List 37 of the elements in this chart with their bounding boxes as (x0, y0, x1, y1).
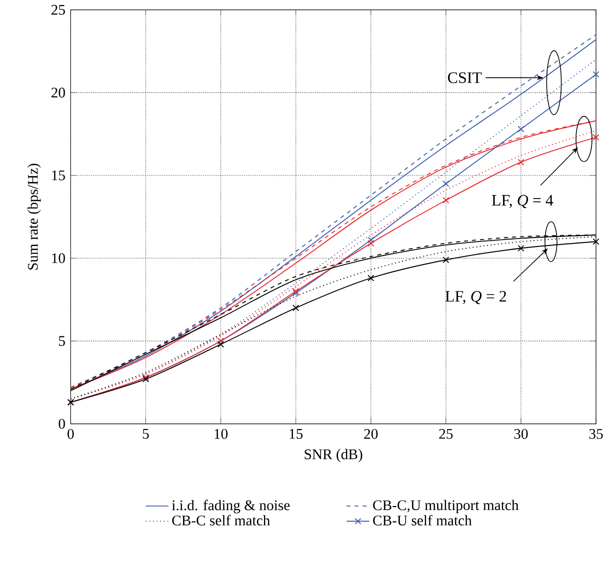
point (292, 304, 300, 312)
annotation: LF, Q = 4 (492, 194, 554, 208)
point (518, 126, 524, 132)
y-tick-label: 25 (52, 4, 65, 15)
point (368, 274, 374, 282)
annotation: CSIT (448, 72, 482, 84)
y-tick-label: 15 (52, 170, 65, 180)
x-tick-label: 10 (214, 428, 228, 439)
point (592, 71, 600, 78)
point (518, 158, 524, 166)
y-tick-label: 0 (58, 418, 65, 429)
y-tick-label: 20 (52, 88, 65, 98)
point (368, 240, 374, 247)
legend-label: CB-C self match (172, 514, 270, 526)
point (518, 244, 524, 252)
point (368, 236, 374, 244)
x-tick-label: 25 (439, 428, 453, 439)
legend-label: i.i.d. fading & noise (172, 500, 290, 514)
y-tick-label: 10 (52, 253, 65, 264)
point (217, 340, 224, 348)
annotation: LF, Q = 2 (445, 290, 506, 304)
point (592, 134, 600, 141)
point (592, 238, 600, 245)
x-tick-label: 5 (142, 428, 149, 439)
x-tick-label: 35 (589, 428, 603, 439)
point (442, 196, 450, 204)
point (442, 256, 450, 264)
x-tick-label: 0 (68, 428, 74, 439)
y-axis-title: Sum rate (bps/Hz) (28, 164, 41, 270)
y-tick-label: 5 (59, 336, 65, 346)
legend-label: CB-U self match (373, 514, 472, 526)
x-tick-label: 30 (514, 428, 528, 439)
x-tick-label: 15 (290, 428, 303, 439)
x-tick-label: 20 (364, 428, 378, 439)
x-axis-title: SNR (dB) (304, 448, 362, 462)
point (442, 180, 450, 187)
legend-label: CB-C,U multiport match (373, 500, 519, 514)
